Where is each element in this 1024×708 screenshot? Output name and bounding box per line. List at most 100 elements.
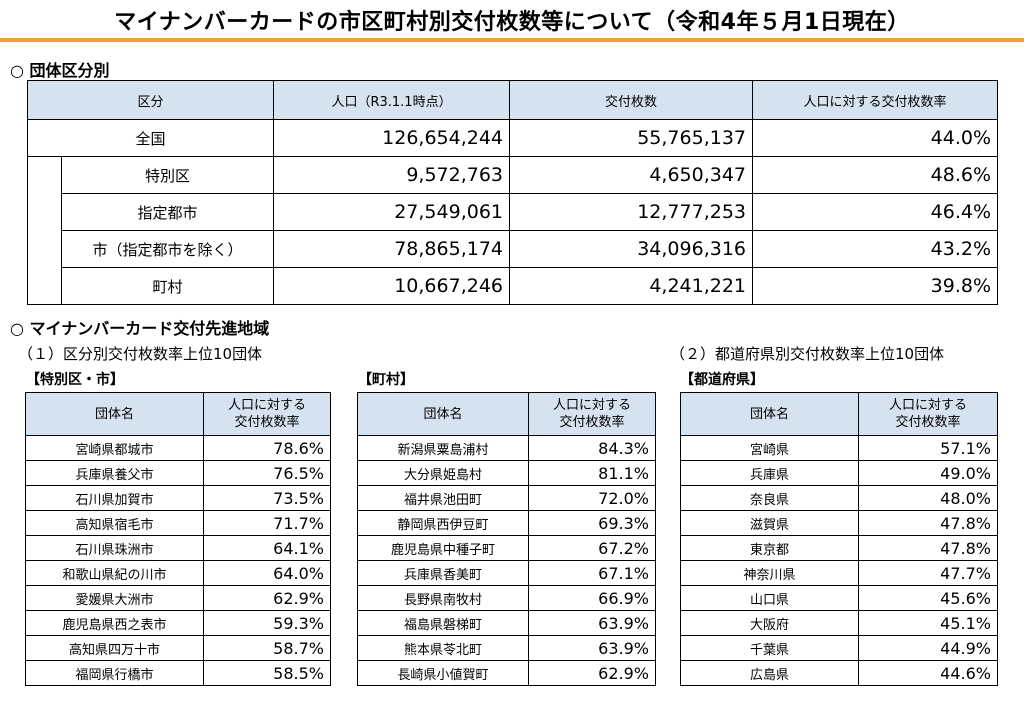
table-row: 兵庫県香美町 67.1% — [357, 560, 656, 586]
rate-value: 76.5% — [203, 460, 331, 486]
table-row: 全国 126,654,244 55,765,137 44.0% — [26, 119, 999, 157]
table-row: 広島県 44.6% — [680, 660, 998, 686]
rate-value: 81.1% — [528, 460, 656, 486]
rate-value: 63.9% — [528, 610, 656, 636]
population-value: 10,667,246 — [273, 267, 511, 305]
header-org-name: 団体名 — [25, 392, 204, 436]
cities-ranking-table: 団体名 人口に対する 交付枚数率 宮崎県都城市 78.6% 兵庫県養父市 76.5% 石川県加… — [25, 392, 331, 686]
section-heading-advanced-regions: ○ マイナンバーカード交付先進地域 — [10, 319, 270, 338]
header-rate-line1: 人口に対する — [552, 398, 631, 413]
org-name: 広島県 — [680, 660, 859, 686]
table-row: 指定都市 27,549,061 12,777,253 46.4% — [27, 193, 999, 231]
org-name: 大阪府 — [680, 610, 859, 636]
rate-value: 48.6% — [752, 156, 999, 194]
rate-value: 47.7% — [858, 560, 998, 586]
org-name: 高知県四万十市 — [25, 635, 204, 661]
rate-value: 46.4% — [752, 193, 999, 231]
table-row: 兵庫県養父市 76.5% — [25, 460, 331, 486]
row-label: 市（指定都市を除く） — [60, 230, 275, 268]
table-row: 静岡県西伊豆町 69.3% — [357, 510, 656, 536]
header-rate-line2: 交付枚数率 — [559, 415, 625, 430]
rate-value: 67.2% — [528, 535, 656, 561]
subheading-prefecture-top10: （２）都道府県別交付枚数率上位10団体 — [670, 345, 945, 363]
rate-value: 45.1% — [858, 610, 998, 636]
row-label: 指定都市 — [60, 193, 275, 231]
table-row: 宮崎県 57.1% — [680, 435, 998, 461]
table-row: 和歌山県紀の川市 64.0% — [25, 560, 331, 586]
org-name: 宮崎県都城市 — [25, 435, 204, 461]
org-name: 鹿児島県中種子町 — [357, 535, 529, 561]
rate-value: 72.0% — [528, 485, 656, 511]
org-name: 和歌山県紀の川市 — [25, 560, 204, 586]
rate-value: 66.9% — [528, 585, 656, 611]
org-name: 石川県加賀市 — [25, 485, 204, 511]
org-name: 山口県 — [680, 585, 859, 611]
org-name: 兵庫県 — [680, 460, 859, 486]
header-rate-line2: 交付枚数率 — [895, 415, 961, 430]
header-rate: 人口に対する交付枚数率 — [203, 392, 331, 436]
org-name: 宮崎県 — [680, 435, 859, 461]
rate-value: 58.5% — [203, 660, 331, 686]
rate-value: 44.6% — [858, 660, 998, 686]
org-name: 愛媛県大洲市 — [25, 585, 204, 611]
rate-value: 73.5% — [203, 485, 331, 511]
table-row: 高知県宿毛市 71.7% — [25, 510, 331, 536]
rate-value: 71.7% — [203, 510, 331, 536]
org-name: 福島県磐梯町 — [357, 610, 529, 636]
rate-value: 49.0% — [858, 460, 998, 486]
rate-value: 39.8% — [752, 267, 999, 305]
table-row: 町村 10,667,246 4,241,221 39.8% — [27, 267, 999, 305]
header-rate-line2: 交付枚数率 — [234, 415, 300, 430]
org-name: 長野県南牧村 — [357, 585, 529, 611]
header-issued: 交付枚数 — [509, 80, 754, 120]
table-row: 神奈川県 47.7% — [680, 560, 998, 586]
table-row: 宮崎県都城市 78.6% — [25, 435, 331, 461]
header-rate: 人口に対する交付枚数率 — [858, 392, 998, 436]
rate-value: 43.2% — [752, 230, 999, 268]
table-row: 山口県 45.6% — [680, 585, 998, 611]
rate-value: 67.1% — [528, 560, 656, 586]
header-rate-line1: 人口に対する — [227, 398, 306, 413]
towns-ranking-table: 団体名 人口に対する 交付枚数率 新潟県粟島浦村 84.3% 大分県姫島村 81.1% 福井県… — [357, 392, 656, 686]
table-row: 大阪府 45.1% — [680, 610, 998, 636]
issued-value: 12,777,253 — [509, 193, 754, 231]
row-label: 特別区 — [60, 156, 275, 194]
indent-cell — [27, 156, 62, 194]
org-name: 大分県姫島村 — [357, 460, 529, 486]
rate-value: 59.3% — [203, 610, 331, 636]
rate-value: 78.6% — [203, 435, 331, 461]
org-name: 福岡県行橋市 — [25, 660, 204, 686]
rate-value: 62.9% — [528, 660, 656, 686]
table-row: 鹿児島県中種子町 67.2% — [357, 535, 656, 561]
org-name: 鹿児島県西之表市 — [25, 610, 204, 636]
row-label: 町村 — [60, 267, 275, 305]
table-header-row: 団体名 人口に対する 交付枚数率 — [680, 392, 998, 436]
table-row: 鹿児島県西之表市 59.3% — [25, 610, 331, 636]
subheading-by-type-top10: （１）区分別交付枚数率上位10団体 — [18, 345, 263, 363]
table-row: 新潟県粟島浦村 84.3% — [357, 435, 656, 461]
org-name: 長崎県小値賀町 — [357, 660, 529, 686]
title-underline — [0, 38, 1024, 42]
org-name: 滋賀県 — [680, 510, 859, 536]
table-row: 長野県南牧村 66.9% — [357, 585, 656, 611]
rate-value: 47.8% — [858, 510, 998, 536]
table-row: 愛媛県大洲市 62.9% — [25, 585, 331, 611]
issued-value: 55,765,137 — [509, 119, 754, 157]
org-name: 神奈川県 — [680, 560, 859, 586]
rate-value: 62.9% — [203, 585, 331, 611]
org-name: 東京都 — [680, 535, 859, 561]
table-row: 福井県池田町 72.0% — [357, 485, 656, 511]
table-header-row: 団体名 人口に対する 交付枚数率 — [357, 392, 656, 436]
table-row: 高知県四万十市 58.7% — [25, 635, 331, 661]
table-header-row: 区分 人口（R3.1.1時点） 交付枚数 人口に対する交付枚数率 — [26, 80, 999, 120]
header-rate: 人口に対する交付枚数率 — [528, 392, 656, 436]
issued-value: 34,096,316 — [509, 230, 754, 268]
rate-value: 47.8% — [858, 535, 998, 561]
org-name: 千葉県 — [680, 635, 859, 661]
rate-value: 44.0% — [752, 119, 999, 157]
section-heading-by-type: ○ 団体区分別 — [10, 61, 110, 80]
rate-value: 48.0% — [858, 485, 998, 511]
rate-value: 64.0% — [203, 560, 331, 586]
table-row: 石川県加賀市 73.5% — [25, 485, 331, 511]
indent-cell — [27, 230, 62, 268]
